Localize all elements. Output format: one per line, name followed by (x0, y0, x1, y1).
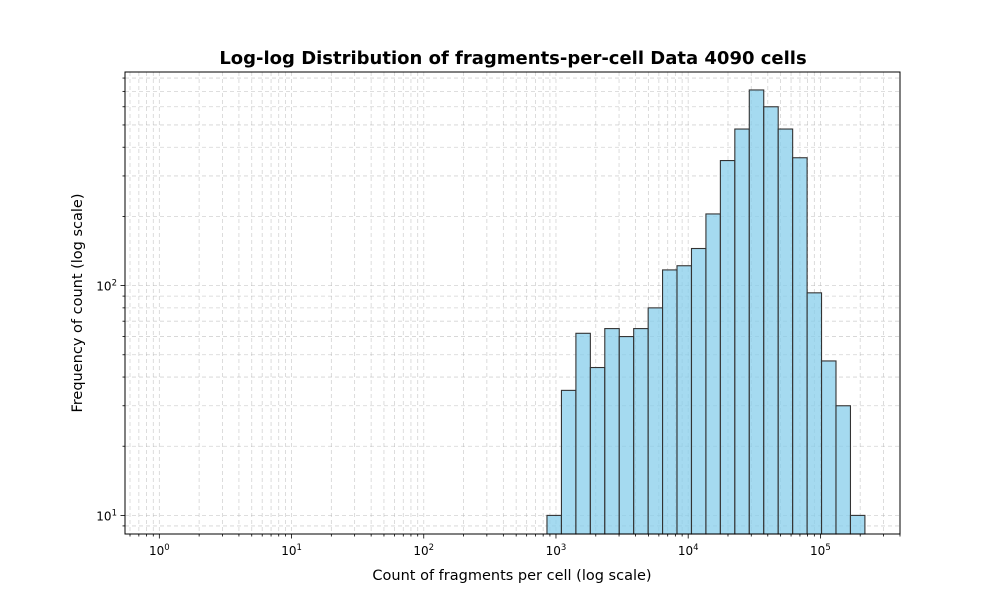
x-tick-label: 105 (810, 543, 831, 558)
histogram-bar (719, 160, 736, 535)
x-tick-label: 103 (546, 543, 567, 558)
x-tick-label: 104 (678, 543, 699, 558)
histogram-bar (676, 265, 693, 535)
histogram-bar (604, 328, 620, 535)
histogram-bar (690, 247, 707, 535)
histogram-bar (734, 128, 750, 535)
y-tick-label: 101 (96, 508, 117, 523)
histogram-bar (777, 128, 794, 535)
histogram-bar (792, 157, 808, 535)
axis-ticks: 100 101 102 103 104 105 101 102 (96, 77, 901, 558)
histogram-bar (589, 366, 606, 535)
plot-area-frame (124, 71, 901, 535)
histogram-bar (662, 269, 678, 535)
histogram-bar (546, 514, 562, 535)
histogram-bar (575, 332, 591, 535)
y-axis-label: Frequency of count (log scale) (70, 193, 86, 412)
histogram-bar (849, 514, 866, 535)
y-tick-label: 102 (96, 279, 117, 294)
histogram-bar (820, 360, 837, 535)
histogram-bar (763, 106, 779, 535)
chart-title: Log-log Distribution of fragments-per-ce… (219, 48, 806, 69)
x-tick-label: 100 (149, 543, 170, 558)
histogram-bars (546, 89, 866, 535)
histogram-bar (633, 328, 649, 535)
histogram-bar (618, 336, 635, 535)
histogram-bar (705, 213, 721, 535)
histogram-bar (748, 89, 765, 535)
histogram-bar (806, 292, 823, 535)
x-tick-label: 101 (281, 543, 302, 558)
histogram-bar (560, 389, 577, 535)
x-axis-label: Count of fragments per cell (log scale) (372, 568, 651, 584)
histogram-bar (647, 307, 664, 535)
x-tick-label: 102 (413, 543, 434, 558)
histogram-bar (835, 405, 852, 535)
